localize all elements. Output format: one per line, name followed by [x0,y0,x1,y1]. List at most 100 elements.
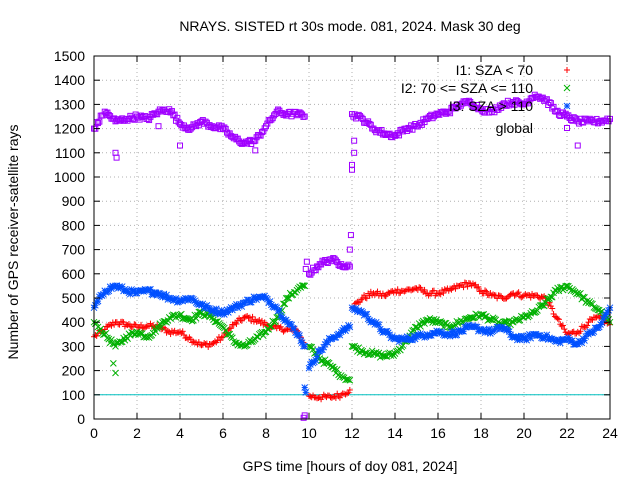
legend-label: I1: SZA < 70 [456,62,534,78]
outlier-point [301,412,308,419]
data-point [559,322,566,329]
data-point [358,296,365,303]
data-point [108,322,115,329]
data-point [336,394,343,401]
x-tick-label: 16 [430,425,446,441]
outlier-point [347,232,354,239]
data-point [117,338,125,346]
outlier-point [112,149,119,156]
data-point [562,282,570,290]
data-point [387,288,394,295]
data-point [558,322,565,329]
data-point [242,342,250,349]
data-point [367,288,374,295]
data-point [331,365,338,373]
data-point [314,263,321,270]
data-point [184,315,192,323]
data-point [259,332,267,340]
y-tick-label: 200 [62,363,86,379]
data-point [121,323,128,330]
data-point [342,376,349,384]
data-point [417,323,424,330]
data-point [186,334,193,341]
data-point [598,319,606,327]
outliers-3 [300,137,358,421]
data-point [261,319,268,326]
data-point [432,112,439,119]
data-point [228,325,235,332]
data-point [430,316,438,323]
data-point [440,290,447,297]
data-point [323,359,330,367]
data-point [116,321,123,328]
data-point [518,294,525,301]
data-point [361,292,368,299]
data-point [172,330,179,337]
legend-label: I3: SZA > 110 [449,98,533,114]
data-point [440,323,447,331]
data-point [147,320,154,327]
data-point [289,324,297,332]
data-point [367,121,374,128]
data-point [238,317,245,324]
legend-marker [564,67,570,73]
series-1 [90,282,614,384]
data-point [548,293,556,301]
legend-marker [564,125,570,131]
data-point [281,300,289,308]
data-point [131,321,138,328]
ticks: 0 2 4 6 8 10 12 14 16 18 20 22 240100200300400500600… [54,48,618,441]
data-point [441,286,448,293]
data-point [132,321,139,328]
y-tick-label: 400 [62,314,86,330]
y-tick-label: 600 [62,266,86,282]
data-point [555,316,562,323]
data-point [181,331,188,338]
data-point [195,308,203,316]
data-point [271,112,278,119]
x-tick-label: 0 [90,425,98,441]
data-point [539,94,546,101]
series-2 [90,282,614,372]
data-point [138,321,145,328]
data-point [452,285,459,292]
data-point [546,99,553,106]
data-point [561,112,568,119]
data-point [498,293,505,300]
data-point [333,366,341,373]
y-tick-label: 0 [77,411,85,427]
data-point [428,290,435,297]
data-point [93,319,101,327]
x-tick-label: 6 [219,425,227,441]
y-tick-label: 1300 [54,96,85,112]
data-point [581,294,588,301]
outlier-point [351,137,358,144]
legend-label: I2: 70 <= SZA <= 110 [401,80,533,96]
data-point [127,323,134,330]
data-point [211,338,218,345]
y-tick-label: 300 [62,338,86,354]
x-tick-label: 12 [344,425,360,441]
data-point [348,343,356,350]
data-point [503,295,510,302]
data-point [108,336,115,343]
outlier-point [349,166,355,173]
y-tick-label: 700 [62,242,86,258]
data-point [205,343,212,350]
data-point [190,338,197,345]
data-point [469,280,476,287]
outlier-point [302,389,310,396]
y-tick-label: 1500 [54,48,85,64]
data-point [140,333,148,341]
data-point [228,133,235,140]
data-point [268,323,275,330]
data-point [460,284,467,291]
data-point [543,295,551,303]
data-point [124,322,131,329]
data-point [375,321,383,329]
data-point [312,394,319,401]
data-point [554,315,561,322]
y-axis-label: Number of GPS receiver-satellite rays [5,125,21,360]
data-point [335,393,342,400]
data-point [410,286,417,293]
